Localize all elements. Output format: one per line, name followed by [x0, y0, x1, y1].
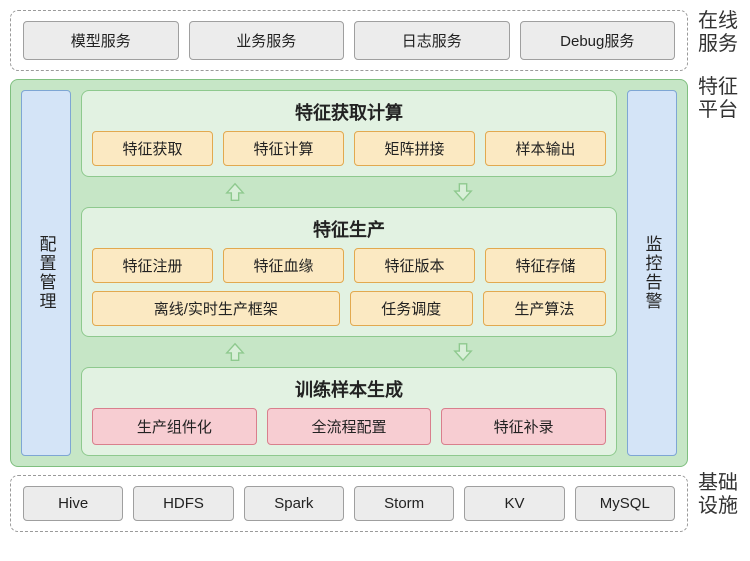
feature-box: 生产算法 [483, 291, 606, 326]
panel-row: 离线/实时生产框架任务调度生产算法 [92, 291, 606, 326]
panel-title: 特征生产 [92, 216, 606, 242]
panel-row: 特征注册特征血缘特征版本特征存储 [92, 248, 606, 283]
arrow-down-icon [452, 181, 474, 203]
feature-box: 特征血缘 [223, 248, 344, 283]
infra-item: Spark [244, 486, 344, 521]
infra-item: Storm [354, 486, 454, 521]
feature-box: 特征版本 [354, 248, 475, 283]
arrow-row [81, 181, 617, 203]
infra-panel: Hive HDFS Spark Storm KV MySQL [10, 475, 688, 532]
arrow-row [81, 341, 617, 363]
online-service-item: 业务服务 [189, 21, 345, 60]
online-services-label: 在线服务 [696, 10, 740, 70]
feature-box: 生产组件化 [92, 408, 257, 445]
arrow-down-icon [452, 341, 474, 363]
diagram-root: 模型服务业务服务日志服务 Debug服务 配置管理 特征获取计算特征获取特征计算矩… [10, 10, 740, 532]
feature-platform-panel: 配置管理 特征获取计算特征获取特征计算矩阵拼接样本输出特征生产特征注册特征血缘特… [10, 79, 688, 467]
monitor-alert-pillar: 监控告警 [627, 90, 677, 456]
feature-box: 离线/实时生产框架 [92, 291, 340, 326]
infra-item: HDFS [133, 486, 233, 521]
feature-box: 特征获取 [92, 131, 213, 166]
feature-box: 特征补录 [441, 408, 606, 445]
infra-item: MySQL [575, 486, 675, 521]
feature-panel: 特征获取计算特征获取特征计算矩阵拼接样本输出 [81, 90, 617, 177]
main-column: 模型服务业务服务日志服务 Debug服务 配置管理 特征获取计算特征获取特征计算矩… [10, 10, 688, 532]
feature-box: 特征注册 [92, 248, 213, 283]
feature-platform-stack: 特征获取计算特征获取特征计算矩阵拼接样本输出特征生产特征注册特征血缘特征版本特征… [81, 90, 617, 456]
arrow-up-icon [224, 181, 246, 203]
feature-box: 样本输出 [485, 131, 606, 166]
online-services-panel: 模型服务业务服务日志服务 Debug服务 [10, 10, 688, 71]
panel-title: 特征获取计算 [92, 99, 606, 125]
feature-panel: 特征生产特征注册特征血缘特征版本特征存储离线/实时生产框架任务调度生产算法 [81, 207, 617, 337]
feature-platform-label: 特征平台 [696, 76, 740, 466]
arrow-up-icon [224, 341, 246, 363]
online-service-item: Debug服务 [520, 21, 676, 60]
panel-title: 训练样本生成 [92, 376, 606, 402]
feature-box: 矩阵拼接 [354, 131, 475, 166]
infra-item: Hive [23, 486, 123, 521]
feature-box: 任务调度 [350, 291, 473, 326]
online-service-item: 日志服务 [354, 21, 510, 60]
panel-row: 生产组件化全流程配置特征补录 [92, 408, 606, 445]
infra-label: 基础设施 [696, 472, 740, 532]
feature-box: 特征计算 [223, 131, 344, 166]
feature-box: 全流程配置 [267, 408, 432, 445]
feature-box: 特征存储 [485, 248, 606, 283]
infra-item: KV [464, 486, 564, 521]
feature-panel: 训练样本生成生产组件化全流程配置特征补录 [81, 367, 617, 456]
config-management-pillar: 配置管理 [21, 90, 71, 456]
section-labels-column: 在线服务 特征平台 基础设施 [696, 10, 740, 532]
online-service-item: 模型服务 [23, 21, 179, 60]
panel-row: 特征获取特征计算矩阵拼接样本输出 [92, 131, 606, 166]
